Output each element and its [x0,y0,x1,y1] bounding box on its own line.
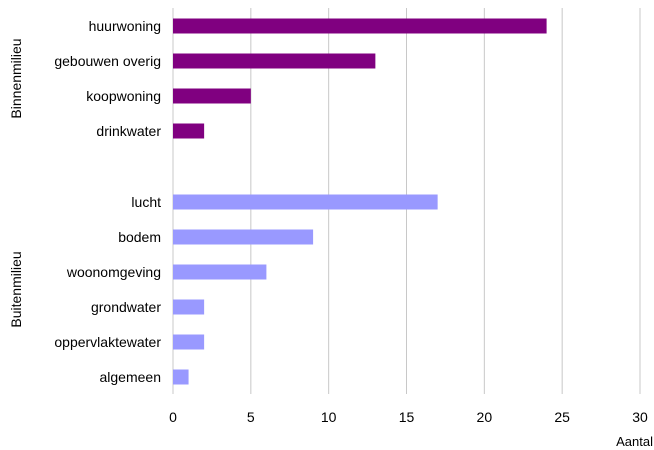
x-tick-label: 30 [632,409,648,425]
category-label: woonomgeving [66,264,161,280]
category-label: oppervlaktewater [54,334,161,350]
bar-bodem [173,229,314,245]
x-tick-label: 10 [321,409,337,425]
group-label-buitenmilieu: Buitenmilieu [8,251,24,327]
bar-woonomgeving [173,264,267,280]
category-label: koopwoning [86,88,161,104]
bar-drinkwater [173,123,205,139]
bar-gebouwen-overig [173,53,376,69]
x-tick-label: 15 [399,409,415,425]
bar-oppervlaktewater [173,334,205,350]
group-label-binnenmilieu: Binnenmilieu [8,38,24,118]
bar-huurwoning [173,18,547,34]
x-tick-label: 5 [247,409,255,425]
category-label: drinkwater [96,123,161,139]
x-tick-label: 25 [554,409,570,425]
group-labels: Binnenmilieu Buitenmilieu [8,38,24,327]
bars [173,18,547,385]
x-axis-title: Aantal [616,434,653,449]
category-label: lucht [131,194,161,210]
bar-koopwoning [173,88,251,104]
category-label: gebouwen overig [54,53,161,69]
x-tick-labels: 0 5 10 15 20 25 30 [169,409,648,425]
category-label: bodem [118,229,161,245]
x-tick-label: 0 [169,409,177,425]
bar-lucht [173,194,438,210]
bar-algemeen [173,369,189,385]
x-tick-label: 20 [477,409,493,425]
category-label: grondwater [91,299,161,315]
category-label: huurwoning [89,18,161,34]
category-labels: huurwoning gebouwen overig koopwoning drink… [54,18,161,385]
bar-grondwater [173,299,205,315]
category-label: algemeen [100,369,162,385]
